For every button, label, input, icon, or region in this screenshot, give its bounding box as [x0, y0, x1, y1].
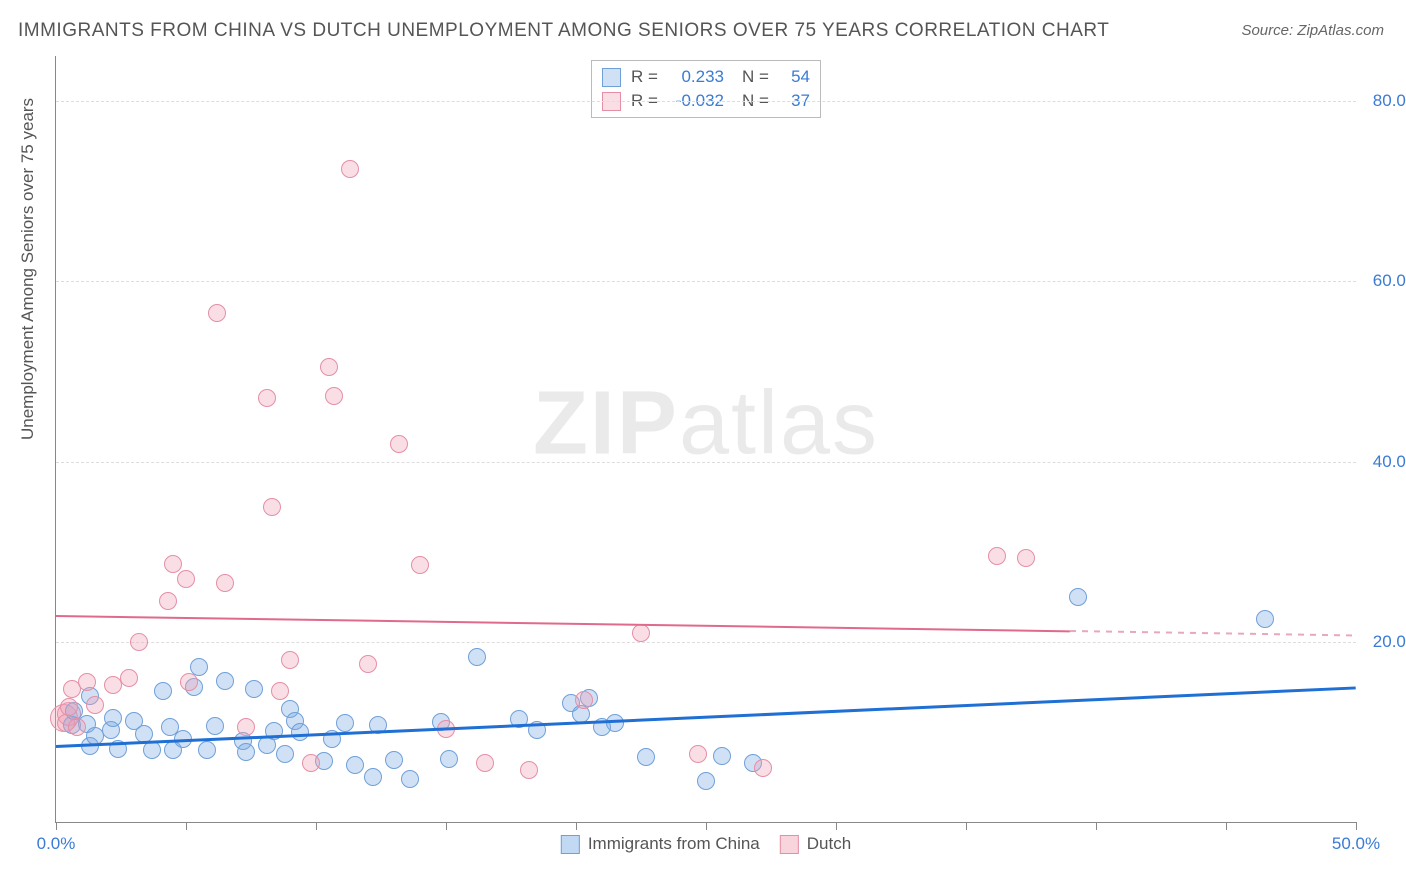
scatter-point [154, 682, 172, 700]
trend-line [56, 615, 1070, 632]
plot-area: ZIPatlas R =0.233N =54R =-0.032N =37 Imm… [55, 56, 1356, 823]
chart-title: IMMIGRANTS FROM CHINA VS DUTCH UNEMPLOYM… [18, 20, 1109, 42]
stat-n-label: N = [742, 67, 770, 87]
scatter-point [385, 751, 403, 769]
scatter-point [68, 718, 86, 736]
scatter-point [697, 772, 715, 790]
x-tick [1226, 822, 1227, 830]
scatter-point [159, 592, 177, 610]
scatter-point [637, 748, 655, 766]
gridline [56, 101, 1356, 102]
scatter-point [754, 759, 772, 777]
source-attribution: Source: ZipAtlas.com [1241, 22, 1384, 39]
scatter-point [180, 673, 198, 691]
x-tick [1356, 822, 1357, 830]
scatter-point [364, 768, 382, 786]
x-tick [966, 822, 967, 830]
y-tick-label: 40.0% [1373, 452, 1406, 472]
legend-item: Dutch [780, 834, 851, 854]
scatter-point [689, 745, 707, 763]
legend-swatch [561, 835, 580, 854]
scatter-point [206, 717, 224, 735]
scatter-point [713, 747, 731, 765]
x-tick [446, 822, 447, 830]
correlation-stats-box: R =0.233N =54R =-0.032N =37 [591, 60, 821, 118]
gridline [56, 462, 1356, 463]
y-tick-label: 20.0% [1373, 632, 1406, 652]
scatter-point [359, 655, 377, 673]
scatter-point [237, 743, 255, 761]
x-tick [1096, 822, 1097, 830]
scatter-point [263, 498, 281, 516]
scatter-point [411, 556, 429, 574]
scatter-point [281, 651, 299, 669]
legend-label: Dutch [807, 834, 851, 854]
x-tick-label: 0.0% [37, 834, 76, 854]
stat-r-label: R = [631, 67, 659, 87]
scatter-point [341, 160, 359, 178]
x-tick [56, 822, 57, 830]
scatter-point [216, 672, 234, 690]
scatter-point [164, 555, 182, 573]
x-tick-label: 50.0% [1332, 834, 1380, 854]
watermark: ZIPatlas [533, 372, 879, 475]
scatter-point [130, 633, 148, 651]
legend-bottom: Immigrants from China Dutch [561, 834, 851, 854]
scatter-point [104, 709, 122, 727]
scatter-point [198, 741, 216, 759]
scatter-point [245, 680, 263, 698]
scatter-point [988, 547, 1006, 565]
scatter-point [120, 669, 138, 687]
scatter-point [302, 754, 320, 772]
scatter-point [390, 435, 408, 453]
x-tick [706, 822, 707, 830]
scatter-point [258, 389, 276, 407]
legend-item: Immigrants from China [561, 834, 760, 854]
scatter-point [325, 387, 343, 405]
scatter-point [60, 698, 78, 716]
scatter-point [291, 723, 309, 741]
legend-label: Immigrants from China [588, 834, 760, 854]
stat-r-value: 0.233 [669, 67, 724, 87]
x-tick [576, 822, 577, 830]
scatter-point [520, 761, 538, 779]
stat-n-value: 54 [780, 67, 810, 87]
scatter-point [208, 304, 226, 322]
x-tick [836, 822, 837, 830]
legend-swatch [780, 835, 799, 854]
stats-row: R = 0.233 N = 54 [602, 65, 810, 89]
scatter-point [190, 658, 208, 676]
scatter-point [237, 718, 255, 736]
scatter-point [468, 648, 486, 666]
trend-line-dashed [1070, 630, 1356, 637]
series-swatch [602, 68, 621, 87]
scatter-point [1256, 610, 1274, 628]
scatter-point [86, 696, 104, 714]
scatter-point [216, 574, 234, 592]
scatter-point [575, 691, 593, 709]
y-tick-label: 60.0% [1373, 271, 1406, 291]
scatter-point [346, 756, 364, 774]
scatter-point [276, 745, 294, 763]
scatter-point [401, 770, 419, 788]
scatter-point [476, 754, 494, 772]
scatter-point [632, 624, 650, 642]
scatter-point [271, 682, 289, 700]
gridline [56, 642, 1356, 643]
x-tick [186, 822, 187, 830]
y-tick-label: 80.0% [1373, 91, 1406, 111]
y-axis-label: Unemployment Among Seniors over 75 years [18, 98, 38, 440]
x-tick [316, 822, 317, 830]
scatter-point [440, 750, 458, 768]
scatter-point [78, 673, 96, 691]
scatter-point [1069, 588, 1087, 606]
scatter-point [320, 358, 338, 376]
scatter-point [1017, 549, 1035, 567]
scatter-point [336, 714, 354, 732]
scatter-point [177, 570, 195, 588]
gridline [56, 281, 1356, 282]
